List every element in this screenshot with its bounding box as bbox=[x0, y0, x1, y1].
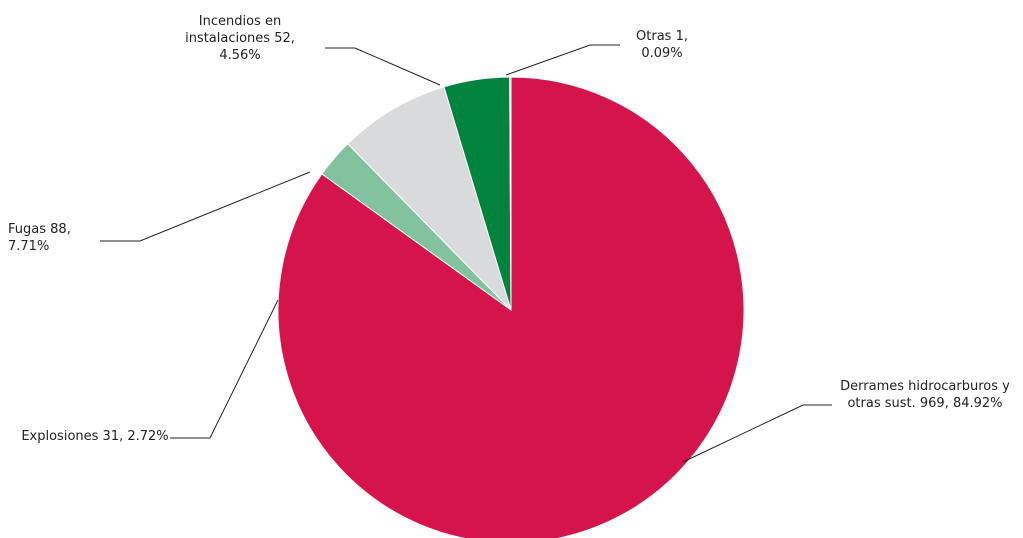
value-label: 52, 4.56% bbox=[219, 31, 295, 63]
value-label: 1, 0.09% bbox=[641, 29, 688, 61]
pie-slice bbox=[509, 76, 512, 311]
category-label: Fugas bbox=[8, 222, 46, 237]
data-label: Explosiones 31, 2.72% bbox=[20, 428, 170, 445]
data-label: Incendios en instalaciones 52, 4.56% bbox=[165, 13, 315, 64]
category-label: Incendios en instalaciones bbox=[185, 14, 282, 46]
leader-line bbox=[100, 171, 311, 242]
data-label: Otras 1, 0.09% bbox=[622, 28, 702, 62]
value-label: 88, 7.71% bbox=[8, 222, 71, 254]
data-label: Derrames hidrocarburos y otras sust. 969… bbox=[835, 378, 1015, 412]
value-label: 969, 84.92% bbox=[919, 396, 1003, 411]
leader-line bbox=[170, 299, 279, 439]
value-label: 31, 2.72% bbox=[102, 429, 169, 444]
leader-line bbox=[682, 404, 832, 463]
leader-line bbox=[505, 44, 620, 76]
category-label: Explosiones bbox=[21, 429, 99, 444]
data-label: Fugas 88, 7.71% bbox=[8, 221, 88, 255]
category-label: Derrames hidrocarburos y otras sust. bbox=[840, 379, 1010, 411]
leader-line bbox=[325, 47, 441, 86]
category-label: Otras bbox=[636, 29, 672, 44]
pie-slice bbox=[347, 86, 512, 311]
